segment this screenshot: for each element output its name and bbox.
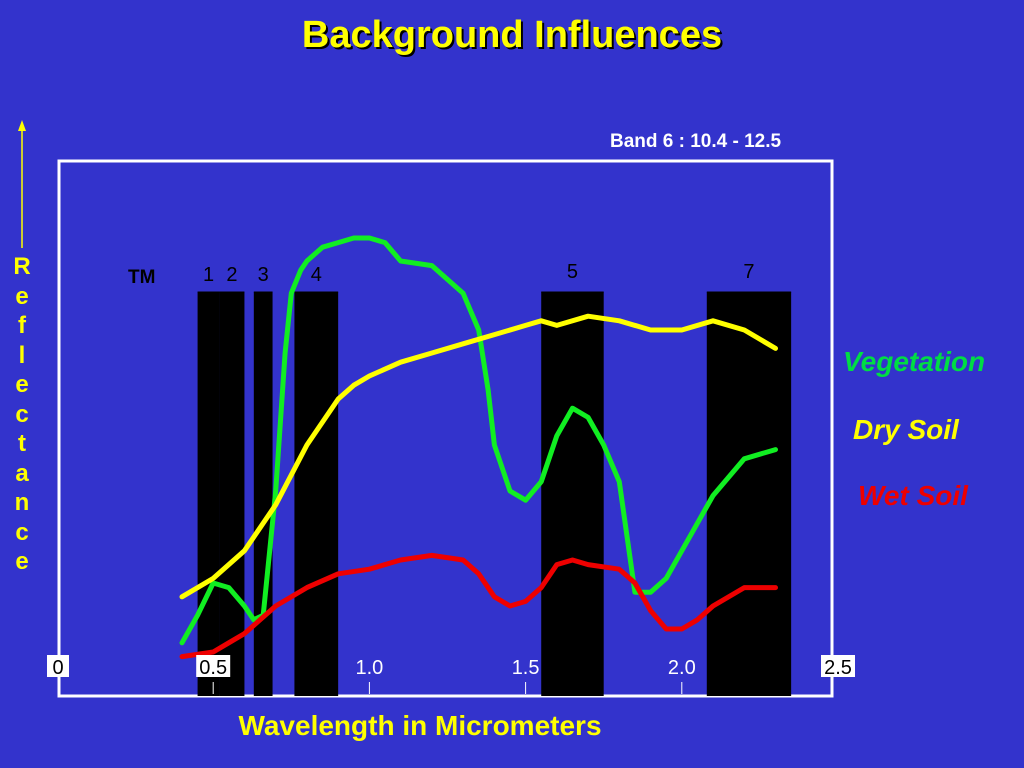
band-7-bar — [706, 292, 792, 696]
y-axis-label-letter: e — [15, 282, 29, 310]
y-axis-label-letter: n — [14, 489, 30, 516]
y-axis-label-letter: e — [15, 371, 29, 398]
x-tick-box — [47, 655, 69, 677]
legend-wet-soil: Wet Soil — [858, 480, 968, 511]
band-3-label: 3 — [258, 264, 269, 286]
band-5-bar — [541, 292, 604, 696]
band-1-label: 1 — [203, 264, 214, 286]
band6-annotation: Band 6 : 10.4 - 12.5 — [610, 131, 782, 152]
series-dry-soil-line — [179, 313, 778, 600]
x-tick-box — [821, 655, 855, 677]
band-1-bar — [197, 292, 220, 696]
x-tick-label: 2.0 — [668, 657, 696, 679]
series-vegetation-line — [179, 235, 778, 646]
y-axis-label-letter: f — [18, 312, 26, 339]
band-7-label: 7 — [743, 261, 754, 283]
y-axis-label-letter: a — [15, 459, 29, 487]
band-2-label: 2 — [226, 264, 237, 286]
series-wet-soil-line — [179, 552, 778, 660]
y-axis-label-letter: t — [18, 430, 26, 457]
band-3-bar — [253, 292, 273, 696]
x-tick-label: 1.5 — [512, 657, 540, 679]
legend-vegetation: Vegetation — [843, 346, 986, 377]
band-4-bar — [294, 292, 339, 696]
x-tick-label: 0 — [52, 657, 63, 679]
y-axis-label-letter: e — [15, 548, 29, 575]
band-4-label: 4 — [311, 264, 322, 286]
y-axis-label-letter: R — [13, 253, 31, 280]
tm-label: TM — [128, 267, 155, 288]
series-lines — [179, 235, 778, 660]
y-axis-label-letter: l — [18, 341, 26, 369]
band-2-bar — [219, 292, 245, 696]
y-axis-label-letter: c — [15, 400, 29, 428]
x-tick-label: 2.5 — [824, 657, 852, 679]
chart-title: Background Influences — [301, 14, 723, 56]
x-tick-label: 1.0 — [355, 657, 383, 679]
x-ticks: 0 0.5 1.0 1.5 2.0 2.5 — [47, 655, 855, 694]
y-axis-arrowhead — [18, 120, 26, 131]
x-tick-box — [196, 655, 231, 677]
legend-dry-soil: Dry Soil — [853, 414, 959, 445]
x-axis-label: Wavelength in Micrometers — [238, 710, 602, 741]
x-tick-label: 0.5 — [199, 657, 227, 679]
plot-frame — [57, 159, 834, 698]
y-axis-label-letter: c — [15, 518, 29, 546]
band-5-label: 5 — [567, 261, 578, 283]
